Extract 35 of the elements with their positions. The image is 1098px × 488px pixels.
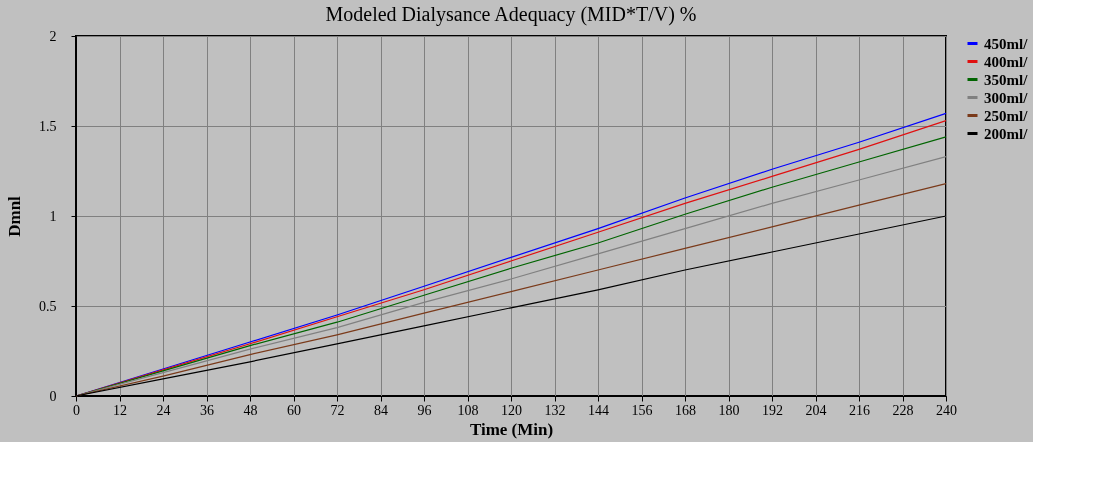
x-tick-label: 228 bbox=[892, 402, 914, 418]
x-tick-label: 192 bbox=[762, 402, 783, 418]
x-tick-label: 84 bbox=[374, 402, 388, 418]
legend-label: 400ml/ bbox=[984, 53, 1029, 70]
y-tick-label: 1.5 bbox=[39, 118, 57, 134]
y-tick-label: 1 bbox=[49, 208, 57, 224]
x-tick-label: 156 bbox=[631, 402, 653, 418]
x-tick-label: 108 bbox=[457, 402, 479, 418]
x-tick-label: 72 bbox=[330, 402, 345, 418]
y-tick-label: 2 bbox=[49, 28, 57, 44]
x-tick-label: 240 bbox=[936, 402, 957, 418]
x-axis-title: Time (Min) bbox=[469, 419, 554, 439]
legend-label: 200ml/ bbox=[984, 125, 1029, 142]
legend-label: 450ml/ bbox=[984, 35, 1029, 52]
y-tick-label: 0.5 bbox=[39, 298, 57, 314]
y-tick-label: 0 bbox=[49, 388, 57, 404]
legend-label: 300ml/ bbox=[984, 89, 1029, 106]
x-tick-label: 132 bbox=[544, 402, 566, 418]
legend-label: 350ml/ bbox=[984, 71, 1029, 88]
x-tick-label: 12 bbox=[113, 402, 127, 418]
x-tick-label: 96 bbox=[417, 402, 432, 418]
x-tick-label: 24 bbox=[156, 402, 171, 418]
chart-title: Modeled Dialysance Adequacy (MID*T/V) % bbox=[325, 3, 697, 26]
x-tick-label: 204 bbox=[805, 402, 827, 418]
x-tick-label: 120 bbox=[501, 402, 522, 418]
x-tick-label: 168 bbox=[675, 402, 696, 418]
legend-label: 250ml/ bbox=[984, 107, 1029, 124]
x-tick-label: 180 bbox=[718, 402, 740, 418]
x-tick-label: 144 bbox=[588, 402, 609, 418]
y-axis-title: Dmnl bbox=[5, 195, 24, 237]
x-tick-label: 36 bbox=[200, 402, 214, 418]
x-tick-label: 60 bbox=[287, 402, 301, 418]
x-tick-label: 0 bbox=[73, 402, 80, 418]
x-tick-label: 48 bbox=[243, 402, 258, 418]
x-tick-label: 216 bbox=[849, 402, 870, 418]
